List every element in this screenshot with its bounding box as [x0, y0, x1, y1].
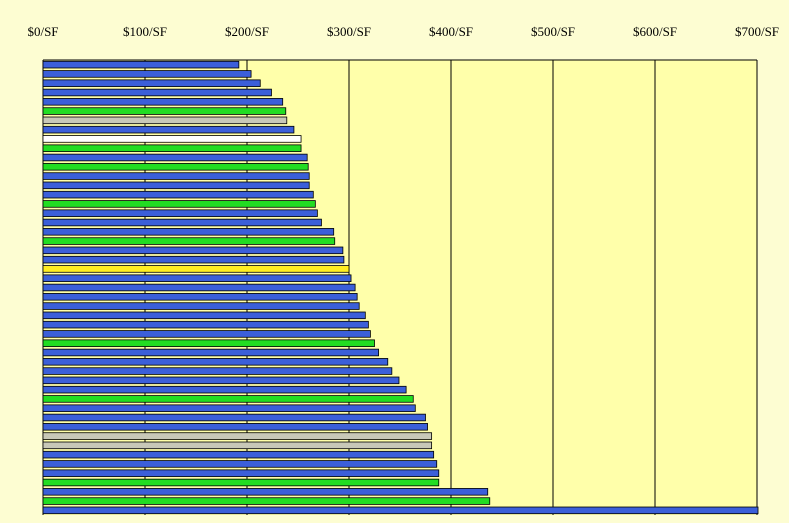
bar [42, 200, 316, 208]
bar [42, 274, 352, 282]
bar [42, 413, 426, 422]
bar [42, 70, 252, 78]
bar [42, 116, 288, 125]
x-tick-label: $600/SF [633, 24, 677, 39]
bar [42, 441, 433, 450]
bar [42, 330, 371, 338]
bar [42, 460, 438, 468]
bar [42, 88, 272, 97]
bar [42, 293, 358, 301]
bar [42, 478, 440, 487]
x-tick-label: $0/SF [27, 24, 58, 39]
bar [42, 246, 344, 255]
bar [42, 423, 428, 431]
bar [42, 255, 345, 264]
bar [42, 237, 336, 245]
bar [42, 450, 435, 459]
bar [42, 79, 261, 87]
bar [42, 144, 302, 152]
bar [42, 404, 416, 412]
x-tick-label: $700/SF [735, 24, 779, 39]
bar [42, 107, 287, 115]
x-tick-label: $200/SF [225, 24, 269, 39]
bar [42, 228, 335, 236]
bar [42, 385, 407, 394]
bar [42, 302, 360, 310]
bar [42, 98, 284, 106]
bar [42, 488, 489, 496]
bar [42, 320, 369, 329]
bar [42, 311, 366, 320]
bar [42, 60, 240, 69]
bar [42, 218, 322, 227]
bar [42, 163, 309, 171]
bar [42, 395, 414, 403]
bar [42, 469, 440, 477]
bar [42, 153, 308, 162]
bar [42, 506, 759, 515]
bar [42, 339, 375, 347]
bar [42, 376, 400, 385]
bar [42, 172, 310, 180]
bar [42, 432, 433, 440]
bar [42, 283, 356, 292]
bar [42, 367, 393, 375]
bar [42, 497, 491, 505]
x-tick-label: $400/SF [429, 24, 473, 39]
x-tick-label: $300/SF [327, 24, 371, 39]
x-tick-label: $100/SF [123, 24, 167, 39]
bar [42, 181, 310, 190]
bar [42, 358, 389, 366]
x-tick-label: $500/SF [531, 24, 575, 39]
bar [42, 265, 350, 273]
bar [42, 190, 314, 199]
bar [42, 135, 302, 143]
bar [42, 348, 379, 357]
bar [42, 209, 318, 217]
bar [42, 125, 295, 134]
